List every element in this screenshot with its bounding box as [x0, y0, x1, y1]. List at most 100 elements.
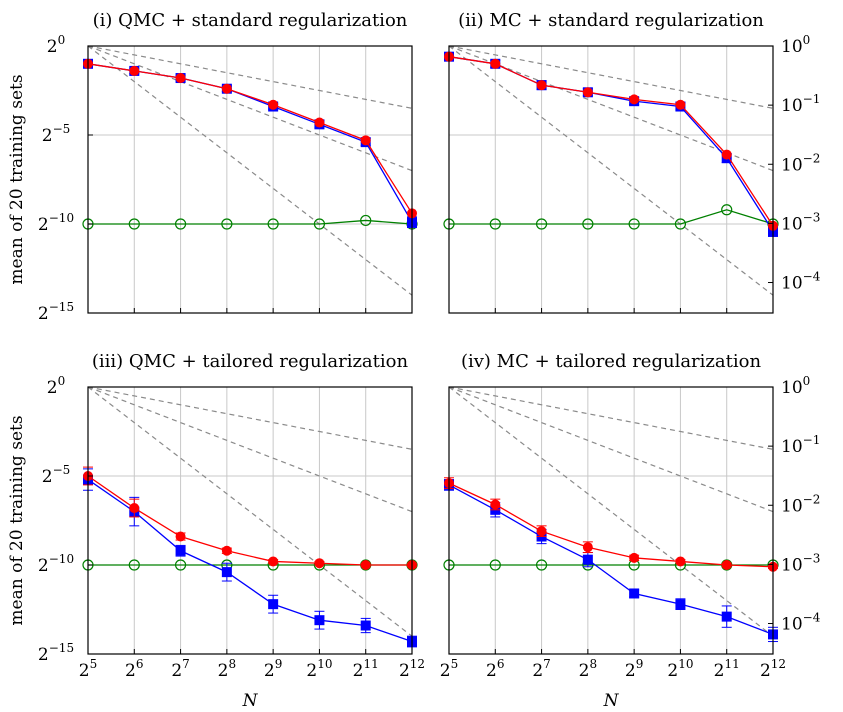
x-tick-label: 28: [218, 657, 236, 681]
reference-line: [87, 386, 413, 513]
data-point: [129, 65, 140, 76]
y2-tick-label: 10−1: [781, 92, 820, 116]
data-point: [535, 218, 548, 230]
reference-line: [87, 45, 413, 296]
data-point: [582, 542, 593, 553]
data-point: [360, 560, 371, 570]
series-line-blue: [87, 479, 413, 643]
x-tick-label: 26: [125, 657, 143, 681]
y2-tick-label: 10−4: [781, 611, 821, 635]
data-point: [175, 545, 186, 556]
data-point: [268, 99, 279, 110]
x-axis-label: N: [242, 691, 259, 711]
data-point: [489, 218, 501, 230]
panel-title: (i) QMC + standard regularization: [93, 10, 408, 31]
y2-tick-label: 10−2: [781, 151, 820, 175]
x-tick-label: 211: [714, 657, 740, 681]
data-point: [721, 560, 732, 570]
reference-line: [448, 45, 774, 296]
series-line-blue: [448, 484, 774, 636]
y2-tick-label: 100: [781, 33, 810, 57]
data-point: [721, 611, 732, 622]
data-point: [674, 218, 687, 230]
data-point: [174, 559, 187, 571]
data-point: [174, 218, 187, 230]
reference-line: [448, 386, 774, 513]
data-point: [128, 559, 140, 571]
x-tick-label: 210: [306, 657, 332, 681]
plot-frame: [87, 386, 413, 655]
plot-frame: [448, 45, 774, 314]
y-tick-label: 2−5: [42, 463, 71, 487]
data-point: [582, 87, 593, 98]
data-point: [582, 218, 594, 230]
data-point: [221, 218, 233, 230]
data-point: [314, 558, 325, 569]
x-tick-label: 25: [440, 657, 458, 681]
data-point: [313, 218, 326, 230]
data-point: [268, 599, 279, 610]
y2-tick-label: 10−3: [781, 551, 820, 575]
y-tick-label: 20: [47, 374, 65, 398]
x-tick-label: 28: [579, 657, 597, 681]
series-blue: [83, 468, 417, 648]
x-tick-label: 27: [171, 657, 189, 681]
x-tick-label: 25: [79, 657, 97, 681]
data-point: [360, 135, 371, 146]
reference-line: [448, 386, 774, 450]
data-point: [314, 117, 325, 128]
series-line-red: [448, 482, 774, 568]
data-point: [490, 499, 501, 510]
y-tick-label: 2−15: [38, 641, 74, 665]
data-point: [314, 615, 325, 626]
data-point: [360, 620, 371, 631]
y2-tick-label: 10−1: [781, 433, 820, 457]
x-tick-label: 211: [353, 657, 379, 681]
data-point: [675, 599, 686, 610]
data-point: [128, 218, 140, 230]
data-point: [267, 218, 279, 230]
series-line-green: [449, 209, 774, 225]
data-point: [535, 559, 548, 571]
panel-1: (i) QMC + standard regularization 20 2−5 2−…: [7, 10, 418, 324]
reference-line: [448, 45, 774, 109]
data-point: [628, 218, 640, 230]
series-green: [443, 204, 779, 230]
y-axis-label: mean of 20 training sets: [7, 415, 27, 625]
data-point: [175, 531, 186, 542]
y-tick-label: 2−5: [42, 122, 71, 146]
panel-2: (ii) MC + standard regularization 100 10−1…: [443, 10, 821, 314]
y2-tick-label: 10−4: [781, 270, 821, 294]
data-point: [360, 214, 372, 227]
data-point: [675, 99, 686, 110]
data-point: [675, 556, 686, 567]
data-point: [489, 559, 501, 571]
y-tick-label: 2−15: [38, 300, 74, 324]
plot-frame: [448, 386, 774, 655]
data-point: [221, 83, 232, 94]
reference-line: [87, 45, 413, 172]
reference-line: [87, 386, 413, 450]
data-point: [629, 552, 640, 563]
series-red: [444, 477, 778, 572]
series-red: [83, 58, 417, 219]
plot-frame: [87, 45, 413, 314]
data-point: [221, 567, 232, 578]
x-tick-label: 212: [760, 657, 786, 681]
series-green: [82, 214, 418, 230]
data-point: [129, 503, 140, 514]
data-point: [721, 149, 732, 160]
y2-tick-label: 10−2: [781, 492, 820, 516]
series-line-red: [87, 475, 412, 566]
x-tick-label: 29: [264, 657, 282, 681]
series-red: [444, 51, 778, 231]
data-point: [175, 73, 186, 84]
data-point: [490, 58, 501, 69]
series-line-red: [87, 63, 413, 214]
data-point: [629, 588, 640, 599]
y2-tick-label: 10−3: [781, 210, 820, 234]
panel-title: (ii) MC + standard regularization: [458, 10, 764, 31]
y-axis-label: mean of 20 training sets: [7, 74, 27, 284]
y-tick-label: 2−10: [38, 552, 74, 576]
